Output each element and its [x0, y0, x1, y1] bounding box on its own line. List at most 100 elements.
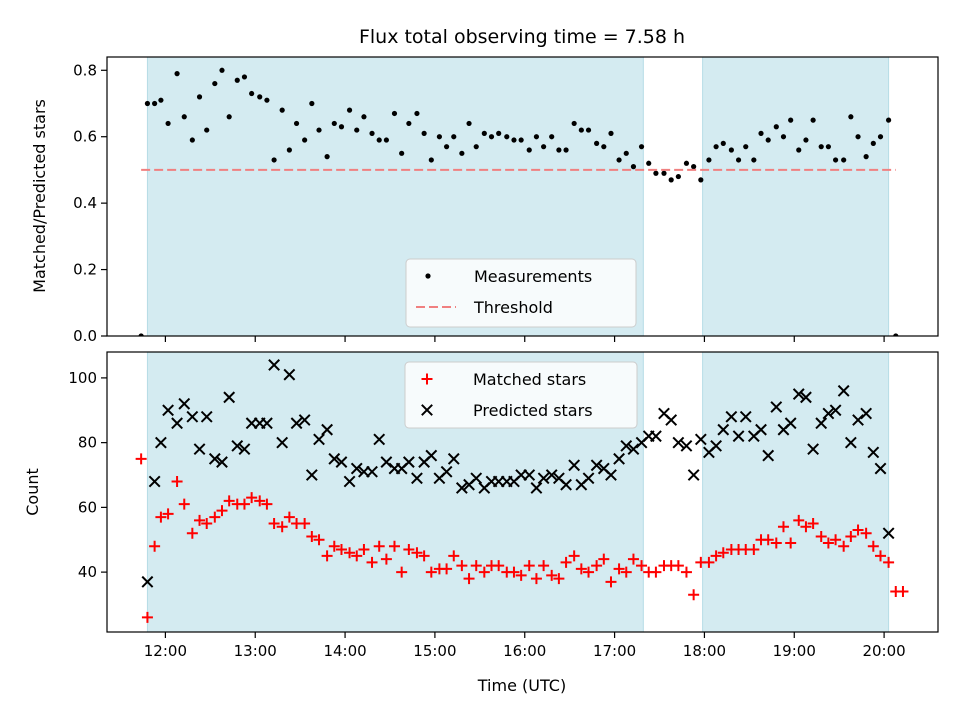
bottom-series-1-point-30: [366, 465, 378, 478]
top-series-0-point-66: [630, 164, 637, 170]
x-tick-label-6: 18:00: [683, 642, 726, 660]
bottom-series-0-point-54: [538, 560, 550, 572]
bottom-series-1-point-80: [739, 410, 752, 423]
top-series-0-point-13: [234, 77, 240, 83]
top-series-0-point-81: [743, 144, 749, 150]
x-tick-label-4: 16:00: [503, 642, 546, 660]
bottom-series-1-point-36: [411, 472, 423, 485]
top-series-0-point-49: [504, 134, 510, 140]
bottom-series-1-point-7: [193, 443, 206, 456]
bottom-series-0-point-4: [162, 508, 174, 520]
top-series-0-point-19: [279, 107, 285, 113]
bottom-series-0-point-78: [717, 547, 729, 559]
bottom-shaded-interval-1: [702, 351, 890, 633]
top-series-0-point-71: [668, 177, 674, 183]
bottom-series-0-point-73: [680, 566, 692, 578]
bottom-series-1-point-74: [694, 433, 707, 446]
top-series-0-point-63: [608, 130, 614, 136]
top-series-0-point-68: [646, 160, 652, 166]
top-series-0-point-37: [414, 110, 420, 117]
top-series-0-point-0: [138, 333, 144, 336]
bottom-series-1-point-31: [373, 433, 386, 446]
bottom-series-1-point-6: [186, 410, 199, 423]
top-plot-frame: [106, 56, 939, 337]
top-series-0-point-87: [788, 117, 794, 123]
bottom-series-0-point-45: [470, 560, 482, 572]
top-series-0-point-29: [354, 127, 360, 133]
bottom-series-1-point-35: [402, 456, 415, 468]
top-series-0-point-36: [406, 120, 412, 127]
bottom-series-0-point-84: [762, 534, 774, 546]
bottom-series-1-point-64: [620, 439, 633, 452]
bottom-series-0-point-57: [560, 556, 572, 568]
top-series-0-point-26: [331, 120, 337, 127]
bottom-series-0-point-64: [613, 563, 625, 575]
top-series-0-point-57: [563, 147, 569, 153]
top-series-0-point-30: [361, 114, 367, 120]
top-y-tick-label-4: 0.8: [73, 61, 97, 79]
bottom-series-0-point-26: [328, 540, 340, 552]
top-y-tick-label-0: 0.0: [73, 327, 97, 345]
bottom-series-1-point-95: [852, 414, 864, 426]
bottom-series-0-point-1: [141, 611, 153, 623]
bottom-series-1-point-3: [162, 404, 174, 417]
bottom-series-1-point-25: [328, 452, 341, 465]
bottom-series-0-point-20: [283, 511, 295, 523]
bottom-series-1-point-87: [792, 388, 805, 400]
bottom-series-1-point-99: [882, 527, 895, 540]
top-series-0-point-84: [765, 137, 771, 143]
chart-title: Flux total observing time = 7.58 h: [359, 26, 685, 48]
bottom-series-0-point-8: [194, 514, 206, 526]
bottom-series-0-point-50: [508, 566, 520, 578]
bottom-series-1-point-20: [290, 417, 303, 430]
bottom-series-0-point-97: [860, 527, 872, 539]
bottom-series-1-point-72: [680, 439, 693, 452]
bottom-series-0-point-96: [852, 524, 864, 536]
bottom-legend-label-0: Matched stars: [473, 370, 586, 389]
top-series-0-point-59: [578, 127, 584, 133]
top-series-0-point-7: [189, 137, 195, 143]
bottom-series-1-point-38: [425, 449, 438, 462]
bottom-series-0-point-16: [254, 495, 266, 507]
top-series-0-point-8: [196, 94, 203, 100]
top-series-0-point-25: [324, 154, 330, 160]
top-series-0-point-76: [706, 157, 712, 163]
bottom-series-0-point-9: [201, 518, 213, 530]
top-series-0-point-4: [165, 120, 171, 127]
top-series-0-point-73: [683, 160, 690, 166]
bottom-series-1-point-90: [815, 417, 828, 430]
bottom-series-1-point-70: [665, 414, 678, 426]
top-legend-marker-0: [425, 273, 431, 279]
top-series-0-point-95: [848, 114, 854, 120]
bottom-series-1-point-89: [807, 443, 820, 456]
bottom-series-0-point-44: [463, 573, 475, 585]
bottom-series-1-point-27: [343, 475, 356, 488]
bottom-series-1-point-42: [455, 482, 468, 494]
top-series-0-point-89: [803, 137, 809, 143]
bottom-legend-marker-1: [421, 404, 433, 416]
bottom-series-1-point-56: [560, 478, 572, 491]
bottom-series-1-point-5: [178, 397, 191, 410]
bottom-series-1-point-62: [605, 469, 617, 481]
bottom-series-1-point-54: [545, 469, 558, 481]
top-series-0-point-10: [212, 80, 218, 87]
top-series-0-point-34: [391, 110, 398, 117]
bottom-series-0-point-94: [838, 540, 850, 552]
bottom-series-1-point-26: [335, 456, 348, 468]
bottom-series-1-point-24: [321, 423, 334, 436]
bottom-series-1-point-65: [627, 443, 640, 456]
top-series-0-point-27: [338, 124, 345, 130]
top-series-0-point-96: [855, 134, 861, 140]
bottom-series-1-point-18: [276, 436, 289, 449]
bottom-series-1-point-23: [313, 433, 325, 446]
top-series-0-point-48: [496, 130, 502, 136]
top-series-0-point-78: [720, 140, 726, 146]
top-series-0-point-82: [751, 157, 757, 163]
bottom-series-1-point-73: [687, 469, 700, 481]
bottom-series-0-point-56: [553, 573, 565, 585]
top-series-0-point-5: [174, 71, 180, 77]
bottom-series-0-point-46: [478, 566, 490, 578]
bottom-series-1: [141, 359, 895, 588]
bottom-series-1-point-76: [710, 439, 723, 452]
